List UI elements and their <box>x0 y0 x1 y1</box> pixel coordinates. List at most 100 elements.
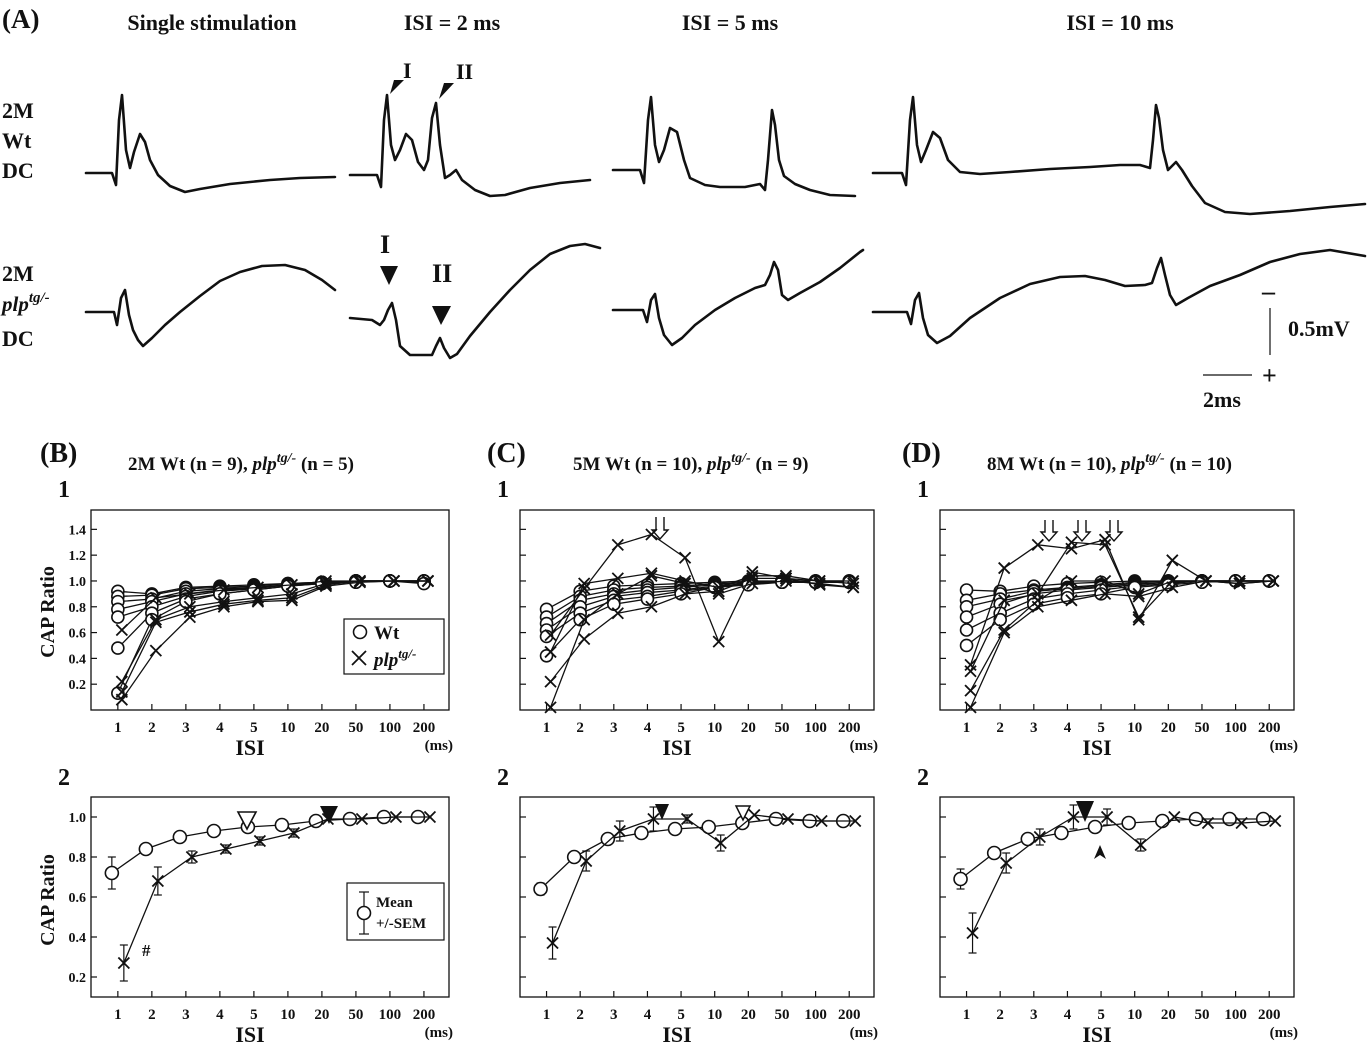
plot-d2-xtick-label: 3 <box>1030 1007 1038 1023</box>
plot-b2-plp-point <box>287 826 301 840</box>
plot-b2: 0.2 0.4 0.6 0.8 1.0 1 2 3 4 5 10 20 50 100 200 ISI (ms) <box>69 796 453 1046</box>
plot-d2-plp-point <box>1269 814 1282 828</box>
plot-d1-xtick-label: 3 <box>1030 720 1038 736</box>
plot-d2: 1 2 3 4 5 10 20 50 100 200 ISI (ms) <box>939 796 1298 1046</box>
plot-c1-plp-point <box>779 574 793 588</box>
plot-c2-xtick-label: 2 <box>576 1007 584 1023</box>
arrowhead-i-top <box>390 80 404 94</box>
row2-label-age: 2M <box>2 261 34 286</box>
plot-c2-xtick-label: 3 <box>610 1007 618 1023</box>
row1-label-age: 2M <box>2 98 34 123</box>
plot-b1-plp-point <box>149 616 162 629</box>
plot-c1-xtick-label: 4 <box>644 720 652 736</box>
ylabel-b1: CAP Ratio <box>37 566 59 658</box>
plot-b1-ytick-label: 1.4 <box>69 523 87 538</box>
panel-c-label: (C) <box>487 438 526 469</box>
significance-hash: # <box>142 941 151 960</box>
plot-b2-xtick-label: 10 <box>280 1007 295 1023</box>
down-arrow-c1 <box>650 517 670 541</box>
plot-b2-plp-point <box>185 850 199 864</box>
legend-b1: Wt plptg/- <box>343 618 445 675</box>
sub-label-d1: 1 <box>917 477 929 503</box>
plot-d2-plp-point <box>1134 838 1147 852</box>
arrowhead-ii-top <box>439 83 454 99</box>
plot-b1-xtick-label: 20 <box>314 720 329 736</box>
plot-c2-plp-point <box>849 814 862 828</box>
plot-c1-frame <box>519 509 875 711</box>
plot-b1-plp-point <box>251 594 265 607</box>
plot-d2-xtick-label: 50 <box>1194 1007 1209 1023</box>
plot-c2-xtick-label: 1 <box>543 1007 551 1023</box>
plot-c2-plp-line <box>551 814 856 944</box>
plot-d1-plp-point <box>1132 610 1145 624</box>
plot-d1-xtick-label: 100 <box>1224 720 1247 736</box>
scalebar-minus: – <box>1261 277 1276 306</box>
plot-d1-plp-point <box>998 623 1011 637</box>
plot-b2-xtick-label: 4 <box>216 1007 224 1023</box>
down-arrow-d1-4 <box>1072 520 1092 543</box>
plot-c1-plp-point <box>645 600 658 613</box>
arrowhead-i-bottom <box>380 266 398 285</box>
plot-d1-wt-point <box>959 638 974 653</box>
plot-d2-xtick-label: 20 <box>1161 1007 1176 1023</box>
plot-d2-xlabel: ISI <box>1082 1022 1111 1046</box>
plot-d1-wt-line <box>966 580 1270 608</box>
plot-c1-plp-point <box>813 577 826 590</box>
plot-b1-ytick-label: 0.6 <box>69 627 87 642</box>
plot-b1-plp-point <box>353 574 367 588</box>
scalebar-voltage-label: 0.5mV <box>1288 316 1350 341</box>
plot-b2-ytick-label: 0.2 <box>69 971 87 986</box>
plot-d2-wt-point <box>1255 811 1271 827</box>
sub-label-c2: 2 <box>497 765 509 791</box>
legend-b2: Mean +/-SEM <box>346 882 445 941</box>
plot-c1-plp-point <box>712 587 725 601</box>
plot-c2-xtick-label: 200 <box>838 1007 861 1023</box>
plot-c1-plp-point <box>578 613 591 626</box>
trace-plp-isi5 <box>611 248 865 347</box>
trace-wt-isi10 <box>871 95 1367 216</box>
row1-label-genotype: Wt <box>2 128 32 153</box>
plot-b2-xtick-label: 2 <box>148 1007 156 1023</box>
plot-d1-plp-point <box>1098 538 1112 551</box>
plot-c1-plp-point <box>645 528 658 541</box>
plot-c2-plp-point <box>613 824 626 838</box>
plot-c2-xtick-label: 100 <box>804 1007 827 1023</box>
plot-c1-plp-point <box>712 635 725 648</box>
legend-mean-marker <box>356 905 372 921</box>
plot-c1-xtick-label: 2 <box>576 720 584 736</box>
plot-d1-plp-point <box>998 626 1011 639</box>
plot-d2-xtick-label: 4 <box>1064 1007 1072 1023</box>
plot-d1-plp-point <box>1031 538 1044 551</box>
plot-d2-wt-point <box>1054 825 1069 841</box>
plot-c2-frame <box>519 796 875 998</box>
plot-b2-plp-point <box>423 810 437 824</box>
col-title-single: Single stimulation <box>127 10 296 35</box>
plot-b1-plp-point <box>217 583 231 597</box>
plot-c2-wt-point <box>566 849 582 865</box>
plot-b2-plp-point <box>355 812 369 826</box>
plot-b2-xtick-label: 1 <box>114 1007 122 1023</box>
plot-c1-plp-point <box>611 538 624 551</box>
plot-c1-plp-point <box>678 574 692 588</box>
sub-label-d2: 2 <box>917 765 929 791</box>
plot-c1-wt-point <box>640 592 655 606</box>
plot-c2-plp-point <box>714 836 727 850</box>
plot-c2-plp-point <box>580 854 593 868</box>
plot-d1-xtick-label: 20 <box>1161 720 1176 736</box>
plot-c1-plp-point <box>779 572 793 585</box>
trace-plp-isi10 <box>871 248 1367 345</box>
plot-b2-plp-line <box>123 816 430 964</box>
plot-d1-plp-point <box>1132 590 1145 603</box>
plot-b1-plp-line <box>121 580 428 701</box>
plot-c1-xtick-label: 50 <box>774 720 789 736</box>
scalebar-time-label: 2ms <box>1203 387 1241 412</box>
plot-c1-plp-point <box>645 567 658 580</box>
plot-b1-plp-point <box>387 574 401 588</box>
plot-d2-xunit: (ms) <box>1270 1025 1298 1041</box>
plot-c1-plp-point <box>611 572 624 585</box>
plot-c2-wt-point <box>634 825 649 841</box>
up-arrowhead-d2 <box>1094 845 1106 859</box>
panel-a-label: (A) <box>2 4 39 34</box>
plot-d1-plp-point <box>964 701 977 714</box>
plot-d1-plp-point <box>1098 587 1112 601</box>
